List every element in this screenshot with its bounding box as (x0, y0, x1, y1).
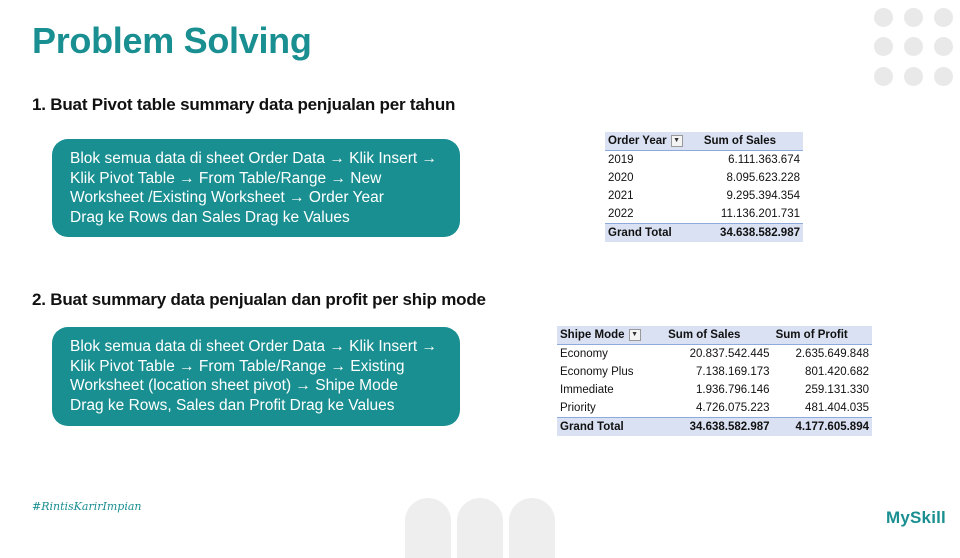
hashtag-text: #RintisKarirImpian (32, 500, 142, 513)
table-cell: 4.726.075.223 (696, 402, 770, 414)
table-cell: 9.295.394.354 (726, 190, 800, 202)
instruction-line: Klik Pivot Table → From Table/Range → Ne… (70, 169, 382, 187)
filter-dropdown-icon[interactable]: ▼ (628, 328, 641, 341)
pivot-table-ship-mode: Shipe Mode ▼ Sum of Sales Sum of Profit E… (557, 326, 872, 436)
table-row: Immediate 1.936.796.146 259.131.330 (557, 381, 872, 399)
decorative-arch (509, 498, 555, 558)
section-1-instructions: Blok semua data di sheet Order Data → Kl… (52, 139, 460, 237)
table-cell: 481.404.035 (805, 402, 869, 414)
table-cell: 20.837.542.445 (689, 348, 770, 360)
instruction-line: Worksheet /Existing Worksheet → Order Ye… (70, 189, 384, 206)
table-row: 2021 9.295.394.354 (605, 187, 803, 205)
page-title: Problem Solving (32, 20, 312, 61)
column-header-sum-of-sales: Sum of Sales (665, 326, 773, 345)
table-cell: 2.635.649.848 (795, 348, 869, 360)
pivot-table-sales-per-year: Order Year ▼ Sum of Sales 2019 6.111.363.… (605, 132, 803, 242)
decorative-arch (405, 498, 451, 558)
table-cell: Economy (560, 348, 608, 360)
instruction-line: Worksheet (location sheet pivot) → Shipe… (70, 377, 398, 394)
column-header-order-year: Order Year ▼ (605, 132, 701, 151)
table-cell: 1.936.796.146 (696, 384, 770, 396)
table-cell: 801.420.682 (805, 366, 869, 378)
table-row: Economy 20.837.542.445 2.635.649.848 (557, 345, 872, 364)
instruction-line: Drag ke Rows dan Sales Drag ke Values (70, 208, 350, 226)
grand-total-row: Grand Total 34.638.582.987 4.177.605.894 (557, 417, 872, 436)
table-cell: 259.131.330 (805, 384, 869, 396)
table-cell: 7.138.169.173 (696, 366, 770, 378)
table-row: 2019 6.111.363.674 (605, 151, 803, 170)
instruction-line: Klik Pivot Table → From Table/Range → Ex… (70, 357, 405, 375)
table-cell: 6.111.363.674 (728, 154, 800, 166)
table-cell: 4.177.605.894 (772, 417, 872, 436)
grand-total-row: Grand Total 34.638.582.987 (605, 223, 803, 242)
table-cell: 34.638.582.987 (665, 417, 773, 436)
section-2-heading: 2. Buat summary data penjualan dan profi… (32, 290, 486, 309)
table-row: Priority 4.726.075.223 481.404.035 (557, 399, 872, 418)
table-cell: Immediate (560, 384, 614, 396)
table-cell: 8.095.623.228 (726, 172, 800, 184)
section-1-heading: 1. Buat Pivot table summary data penjual… (32, 95, 456, 114)
instruction-line: Blok semua data di sheet Order Data → Kl… (70, 338, 437, 355)
filter-dropdown-icon[interactable]: ▼ (670, 134, 683, 147)
table-cell: Priority (560, 402, 596, 414)
section-2-instructions: Blok semua data di sheet Order Data → Kl… (52, 327, 460, 426)
table-cell: 11.136.201.731 (720, 208, 800, 220)
decorative-arch (457, 498, 503, 558)
decorative-dot-grid (872, 6, 960, 90)
table-row: 2020 8.095.623.228 (605, 169, 803, 187)
column-header-sum-of-sales: Sum of Sales (700, 132, 803, 151)
instruction-line: Blok semua data di sheet Order Data → Kl… (70, 150, 437, 167)
column-header-sum-of-profit: Sum of Profit (772, 326, 872, 345)
table-cell: 34.638.582.987 (700, 223, 803, 242)
table-row: 2022 11.136.201.731 (605, 205, 803, 224)
table-cell: Grand Total (557, 417, 666, 436)
table-cell: Economy Plus (560, 366, 634, 378)
myskill-logo: MySkill (886, 508, 946, 527)
table-cell: 2020 (608, 172, 634, 184)
column-header-shipe-mode: Shipe Mode ▼ (557, 326, 666, 345)
table-cell: 2022 (608, 208, 634, 220)
table-cell: 2021 (608, 190, 634, 202)
table-row: Economy Plus 7.138.169.173 801.420.682 (557, 363, 872, 381)
table-cell: Grand Total (605, 223, 701, 242)
instruction-line: Drag ke Rows, Sales dan Profit Drag ke V… (70, 396, 395, 414)
table-cell: 2019 (608, 154, 634, 166)
